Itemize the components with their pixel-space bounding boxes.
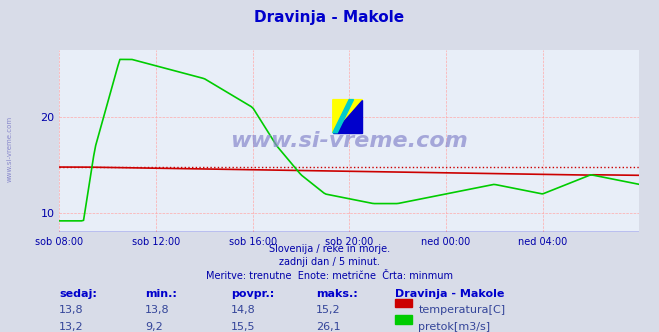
Text: Meritve: trenutne  Enote: metrične  Črta: minmum: Meritve: trenutne Enote: metrične Črta: …	[206, 271, 453, 281]
Text: sedaj:: sedaj:	[59, 289, 97, 299]
Text: 14,8: 14,8	[231, 305, 256, 315]
Text: 26,1: 26,1	[316, 322, 341, 332]
Text: 9,2: 9,2	[145, 322, 163, 332]
Text: Slovenija / reke in morje.: Slovenija / reke in morje.	[269, 244, 390, 254]
Text: 15,2: 15,2	[316, 305, 341, 315]
Text: maks.:: maks.:	[316, 289, 358, 299]
Text: 13,8: 13,8	[145, 305, 169, 315]
Text: www.si-vreme.com: www.si-vreme.com	[7, 116, 13, 183]
Text: 13,8: 13,8	[59, 305, 84, 315]
Text: Dravinja - Makole: Dravinja - Makole	[395, 289, 505, 299]
Text: www.si-vreme.com: www.si-vreme.com	[231, 131, 468, 151]
Text: Dravinja - Makole: Dravinja - Makole	[254, 10, 405, 25]
Text: zadnji dan / 5 minut.: zadnji dan / 5 minut.	[279, 257, 380, 267]
Text: pretok[m3/s]: pretok[m3/s]	[418, 322, 490, 332]
Text: 15,5: 15,5	[231, 322, 255, 332]
Text: min.:: min.:	[145, 289, 177, 299]
Text: povpr.:: povpr.:	[231, 289, 274, 299]
Text: 13,2: 13,2	[59, 322, 84, 332]
Text: temperatura[C]: temperatura[C]	[418, 305, 505, 315]
